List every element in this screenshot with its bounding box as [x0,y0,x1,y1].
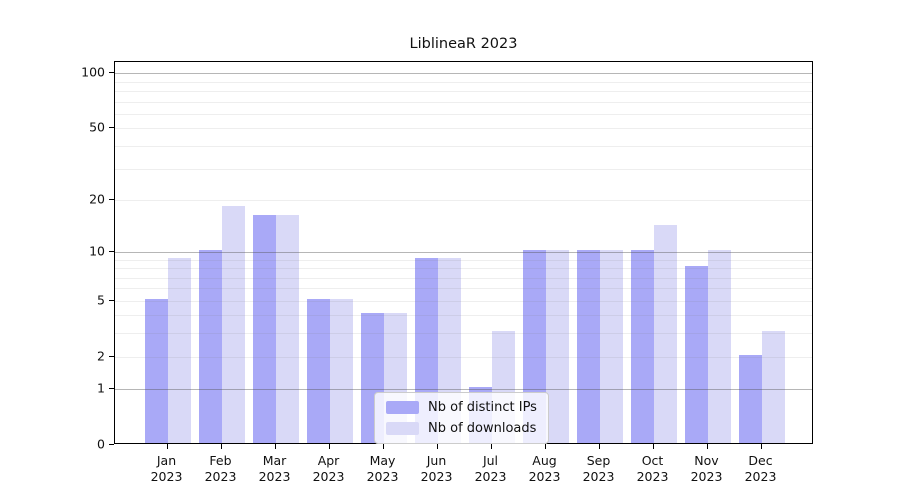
bar-ips-mar-2023 [252,214,276,443]
x-axis-tick-label-nov: Nov 2023 [690,453,723,484]
bar-downloads-aug-2023 [545,249,569,443]
x-axis-tick-mark [544,444,546,449]
bar-downloads-mar-2023 [275,214,299,443]
bar-ips-oct-2023 [630,249,654,443]
x-axis-tick-label-mar: Mar 2023 [258,453,291,484]
gridline-1 [115,389,812,391]
y-axis-tick-mark [109,355,114,357]
bar-downloads-dec-2023 [761,331,785,443]
x-axis-tick-mark [490,444,492,449]
x-axis-tick-label-sep: Sep 2023 [582,453,615,484]
y-axis-tick-mark [109,444,114,445]
y-axis-tick-mark [109,127,114,129]
bar-downloads-apr-2023 [329,298,353,443]
x-axis-tick-mark [328,444,330,449]
bar-downloads-oct-2023 [653,225,677,443]
y-axis-tick-mark [109,198,114,200]
x-axis-tick-mark [652,444,654,449]
chart-title: LiblineaR 2023 [409,36,518,52]
gridline-40 [115,146,812,148]
gridline-5 [115,300,812,302]
y-axis-tick-label-1: 1 [97,380,105,396]
x-axis-tick-label-jul: Jul 2023 [474,453,507,484]
gridline-10 [115,251,812,253]
x-axis-tick-mark [166,444,168,449]
gridline-70 [115,101,812,103]
gridline-90 [115,81,812,83]
gridline-80 [115,91,812,93]
x-axis-tick-label-dec: Dec 2023 [744,453,777,484]
x-axis-tick-mark [274,444,276,449]
legend-item-distinct-ips: Nb of distinct IPs [386,400,537,415]
gridline-7 [115,277,812,279]
plot-area: Nb of distinct IPs Nb of downloads [114,61,813,444]
legend-swatch-downloads [386,422,419,435]
y-axis-tick-mark [109,250,114,252]
x-axis-tick-label-aug: Aug 2023 [528,453,561,484]
gridline-30 [115,168,812,170]
y-axis-tick-label-10: 10 [89,243,105,259]
x-axis-tick-label-may: May 2023 [366,453,399,484]
x-axis-tick-mark [220,444,222,449]
bar-ips-feb-2023 [198,249,222,443]
x-axis-tick-mark [706,444,708,449]
bar-downloads-feb-2023 [221,205,245,443]
x-axis-tick-mark [598,444,600,449]
gridline-2 [115,356,812,358]
y-axis-tick-mark [109,299,114,301]
x-axis-tick-mark [436,444,438,449]
gridline-20 [115,199,812,201]
bar-downloads-sep-2023 [599,249,623,443]
x-axis-tick-label-oct: Oct 2023 [636,453,669,484]
legend-item-downloads: Nb of downloads [386,421,537,436]
x-axis-tick-label-jun: Jun 2023 [420,453,453,484]
bar-downloads-nov-2023 [707,249,731,443]
legend-label-distinct-ips: Nb of distinct IPs [428,400,537,415]
legend-swatch-ips [386,401,419,414]
gridline-8 [115,268,812,270]
y-axis-tick-label-5: 5 [97,292,105,308]
y-axis-tick-mark [109,388,114,390]
x-axis-tick-label-jan: Jan 2023 [150,453,183,484]
gridline-4 [115,315,812,317]
bar-ips-nov-2023 [684,266,708,443]
bar-downloads-jan-2023 [167,257,191,443]
y-axis-tick-label-2: 2 [97,348,105,364]
legend-label-downloads: Nb of downloads [428,421,537,436]
y-axis-tick-label-0: 0 [97,436,105,452]
y-axis-tick-mark [109,72,114,74]
gridline-3 [115,333,812,335]
x-axis-tick-label-feb: Feb 2023 [204,453,237,484]
bar-ips-apr-2023 [306,298,330,443]
gridline-9 [115,259,812,261]
legend: Nb of distinct IPs Nb of downloads [374,392,549,444]
y-axis-tick-label-100: 100 [81,64,105,80]
gridline-6 [115,288,812,290]
bar-ips-sep-2023 [576,249,600,443]
bar-ips-dec-2023 [738,354,762,443]
y-axis-tick-label-20: 20 [89,191,105,207]
gridline-100 [115,73,812,75]
bar-ips-jan-2023 [144,298,168,443]
y-axis-tick-label-50: 50 [89,119,105,135]
x-axis-tick-mark [760,444,762,449]
x-axis-tick-label-apr: Apr 2023 [312,453,345,484]
gridline-50 [115,128,812,130]
x-axis-tick-mark [382,444,384,449]
gridline-60 [115,114,812,116]
